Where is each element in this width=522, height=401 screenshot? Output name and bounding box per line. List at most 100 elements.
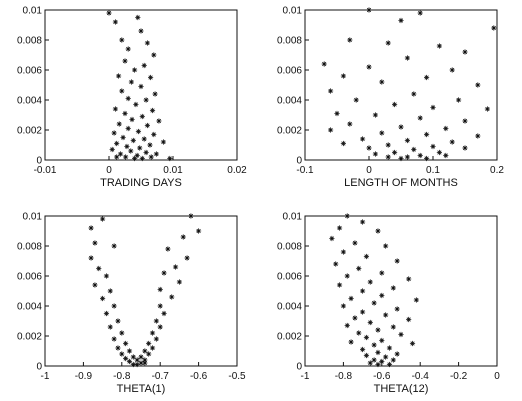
x-axis-label: LENGTH OF MONTHS <box>344 177 458 189</box>
data-point <box>148 74 154 81</box>
data-point <box>398 124 404 130</box>
data-point <box>430 143 436 150</box>
data-point <box>371 357 377 363</box>
data-point <box>130 137 136 144</box>
data-point <box>363 253 370 260</box>
data-point <box>152 91 158 97</box>
data-point <box>356 265 362 272</box>
data-point <box>141 136 147 142</box>
data-point <box>103 310 110 317</box>
data-point <box>138 28 144 34</box>
data-point <box>367 360 373 366</box>
x-axis-ticks: -0.1 0 0.1 0.2 <box>296 156 504 176</box>
data-point <box>462 145 468 151</box>
data-point <box>137 145 143 151</box>
data-point <box>386 345 393 351</box>
data-point <box>109 146 115 153</box>
x-tick-label: -0.5 <box>228 371 246 382</box>
y-tick-label: 0.01 <box>283 212 303 223</box>
data-point <box>167 155 173 162</box>
data-point <box>394 351 400 357</box>
data-point <box>375 361 381 368</box>
data-point <box>134 357 140 363</box>
data-point <box>449 67 455 73</box>
data-point <box>347 121 353 127</box>
data-point <box>116 73 122 79</box>
data-point <box>347 37 353 43</box>
data-point <box>124 143 130 150</box>
data-point <box>363 334 370 341</box>
data-point <box>360 309 366 315</box>
data-point <box>424 131 430 138</box>
data-point <box>122 110 128 117</box>
data-point <box>115 345 121 351</box>
x-tick-label: -1 <box>301 371 310 382</box>
y-axis-ticks: 0 0.002 0.004 0.006 0.008 0.01 <box>277 6 309 167</box>
y-tick-label: 0.008 <box>277 242 302 253</box>
data-point <box>411 91 417 97</box>
data-point <box>340 140 346 147</box>
y-tick-label: 0.002 <box>17 126 42 137</box>
y-tick-label: 0.006 <box>17 272 42 283</box>
data-point <box>132 67 138 73</box>
data-point <box>379 270 385 276</box>
data-point <box>366 64 372 70</box>
data-point <box>379 130 385 136</box>
data-point <box>398 155 404 162</box>
data-point <box>100 216 106 222</box>
data-point <box>366 145 372 151</box>
data-point <box>161 270 167 276</box>
data-point <box>404 55 410 61</box>
data-point <box>449 139 455 145</box>
data-point <box>172 264 179 270</box>
data-point <box>141 62 147 69</box>
x-tick-label: -0.01 <box>34 165 57 176</box>
data-point <box>116 121 122 127</box>
data-point <box>360 219 366 225</box>
data-point <box>119 351 125 357</box>
data-point <box>372 151 378 157</box>
data-point <box>128 79 134 85</box>
y-tick-label: 0.002 <box>277 126 302 137</box>
data-point <box>130 361 136 368</box>
data-point <box>139 113 145 120</box>
x-axis-ticks: -0.01 0 0.01 0.02 <box>34 156 247 176</box>
data-point <box>443 152 449 159</box>
x-axis-ticks: -1 -0.8 -0.6 -0.4 -0.2 0 <box>301 362 500 382</box>
data-point <box>135 128 142 135</box>
data-point <box>424 74 430 81</box>
data-point <box>404 137 410 144</box>
data-point <box>129 116 135 123</box>
y-tick-label: 0 <box>296 156 302 167</box>
data-point <box>360 346 366 353</box>
data-point <box>360 288 366 294</box>
data-point <box>394 306 400 312</box>
x-tick-label: -0.8 <box>335 371 353 382</box>
data-point <box>383 243 389 249</box>
data-point <box>117 151 124 157</box>
data-point <box>142 360 148 366</box>
data-point <box>372 112 378 118</box>
x-tick-label: 0 <box>494 371 500 382</box>
plot-frame <box>304 9 498 161</box>
data-points <box>88 213 202 368</box>
plot-frame <box>304 215 498 367</box>
data-point <box>348 295 354 302</box>
data-point <box>119 88 125 94</box>
data-point <box>383 312 389 318</box>
data-point <box>392 149 398 156</box>
data-point <box>107 324 113 330</box>
y-tick-label: 0.008 <box>17 36 42 47</box>
x-tick-label: -0.8 <box>113 371 131 382</box>
data-point <box>96 265 102 272</box>
data-point <box>366 7 372 13</box>
y-tick-label: 0.01 <box>23 212 43 223</box>
data-point <box>363 352 370 359</box>
data-point <box>336 225 343 231</box>
data-point <box>379 358 385 365</box>
data-point <box>360 136 366 142</box>
data-point <box>176 279 182 285</box>
data-point <box>122 58 128 64</box>
data-point <box>344 213 350 219</box>
